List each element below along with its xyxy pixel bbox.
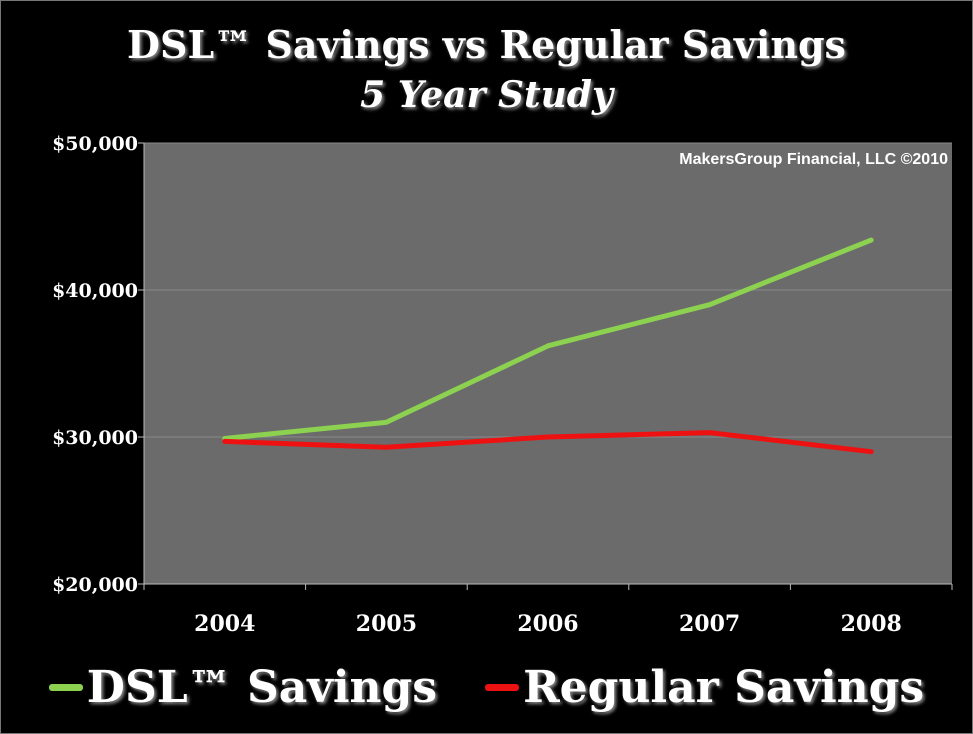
data-point [869,238,873,242]
data-point [869,450,873,454]
y-tick-label: $30,000 [52,427,138,449]
legend-item-dsl: DSL™ Savings [48,661,438,713]
data-point [384,445,388,449]
legend-swatch-regular [485,683,520,691]
data-point [708,303,712,307]
x-tick-label: 2008 [841,611,902,637]
data-point [708,431,712,435]
data-point [546,435,550,439]
x-tick-label: 2005 [356,611,417,637]
data-point [546,344,550,348]
chart-title: DSL™ Savings vs Regular Savings [127,22,846,67]
x-tick-label: 2006 [517,611,578,637]
y-tick-label: $20,000 [52,574,138,596]
data-point [384,420,388,424]
copyright-annotation: MakersGroup Financial, LLC ©2010 [679,151,948,168]
chart-legend: DSL™ Savings Regular Savings [0,655,973,719]
chart-subtitle: 5 Year Study [360,74,613,116]
legend-label-regular: Regular Savings [523,661,925,713]
x-tick-label: 2007 [679,611,740,637]
x-tick-label: 2004 [194,611,255,637]
legend-swatch-dsl [48,683,83,691]
y-tick-label: $50,000 [52,133,138,155]
legend-label-dsl: DSL™ Savings [86,661,438,713]
y-tick-label: $40,000 [52,280,138,302]
legend-item-regular: Regular Savings [485,662,924,713]
plot-area [144,143,952,584]
data-point [223,439,227,443]
